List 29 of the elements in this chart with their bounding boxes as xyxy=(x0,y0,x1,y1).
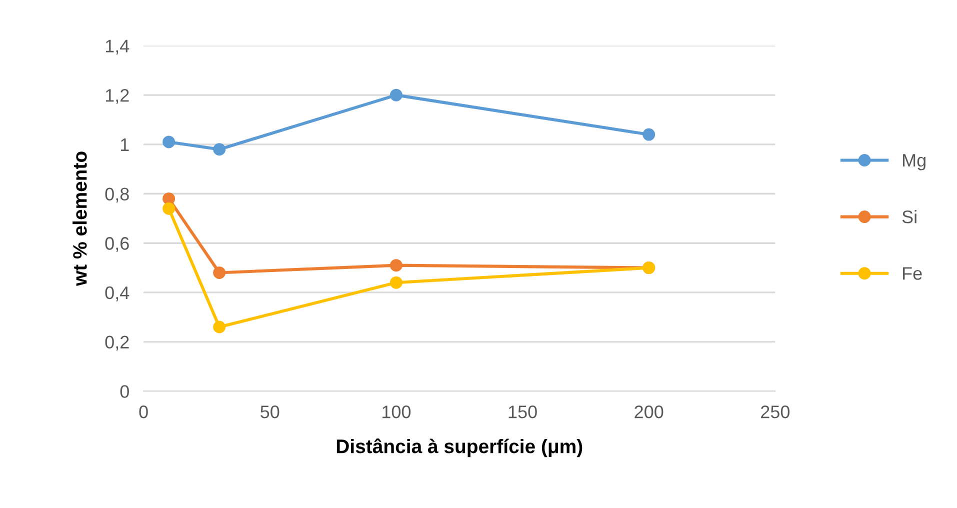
x-tick-label: 0 xyxy=(139,406,148,418)
x-axis-title: Distância à superfície (μm) xyxy=(336,438,582,458)
point xyxy=(642,128,656,141)
legend-label: Fe xyxy=(903,267,922,280)
point xyxy=(162,192,176,205)
y-tick-label: 0 xyxy=(120,385,129,398)
point xyxy=(390,276,402,289)
y-axis-title: wt % elemento xyxy=(72,152,87,286)
legend-label: Si xyxy=(902,210,916,224)
point xyxy=(390,88,402,102)
y-tick-label: 0,6 xyxy=(105,237,129,252)
y-tick-label: 0,4 xyxy=(105,286,130,302)
x-tick-label: 250 xyxy=(761,406,790,418)
y-tick-label: 0,8 xyxy=(105,188,129,203)
legend-label: Mg xyxy=(903,154,926,170)
y-tick-label: 1 xyxy=(120,138,129,151)
y-tick-label: 1,4 xyxy=(106,40,130,55)
point xyxy=(162,136,176,148)
point xyxy=(162,202,176,215)
y-tick-label: 1,2 xyxy=(106,89,129,104)
point xyxy=(213,266,226,279)
y-tick-label: 0,2 xyxy=(105,336,129,351)
point xyxy=(213,143,226,156)
point xyxy=(390,259,402,272)
x-tick-label: 150 xyxy=(508,406,537,418)
x-tick-label: 100 xyxy=(382,406,411,418)
x-tick-label: 50 xyxy=(260,406,280,418)
point xyxy=(213,320,226,334)
x-tick-label: 200 xyxy=(634,406,664,418)
